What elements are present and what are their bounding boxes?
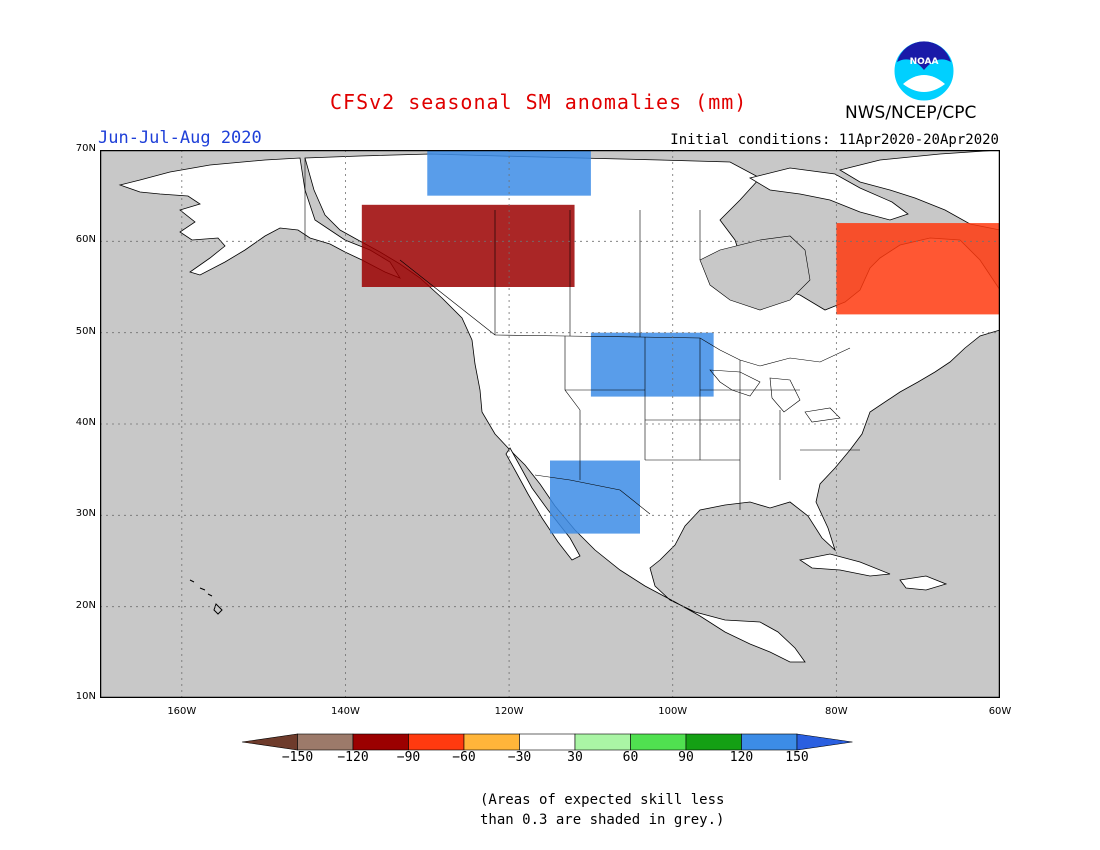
hawaii-islands: [189, 579, 223, 615]
graticule: [100, 150, 1000, 698]
anomaly-area-southwest-us: [550, 460, 640, 534]
lat-label: 10N: [75, 691, 96, 702]
anomaly-area-northern-quebec: [836, 223, 1000, 315]
baffin-island: [748, 167, 909, 221]
anomaly-area-western-canada: [361, 204, 575, 287]
cuba-island: [798, 553, 891, 577]
skill-note-line2: than 0.3 are shaded in grey.): [480, 812, 725, 828]
hispaniola-island: [899, 575, 948, 591]
colorbar-segment: [463, 733, 520, 751]
anomaly-area-northern-plains: [590, 332, 714, 397]
anomaly-layer: [361, 150, 1000, 534]
colorbar-label: −150: [281, 750, 314, 765]
lon-label: 160W: [167, 706, 197, 717]
lat-label: 20N: [75, 599, 96, 611]
colorbar-segment: [630, 733, 687, 751]
initial-conditions-label: Initial conditions: 11Apr2020-20Apr2020: [670, 132, 999, 148]
colorbar-label: 120: [729, 750, 754, 765]
noaa-logo: NOAA: [893, 40, 955, 102]
colorbar-segment: [796, 733, 853, 751]
anomaly-map: [100, 150, 1000, 698]
lat-label: 60N: [75, 234, 96, 246]
colorbar-label: −120: [337, 750, 369, 765]
lat-label: 40N: [75, 417, 96, 428]
lon-label: 80W: [825, 706, 848, 717]
colorbar-label: −60: [452, 750, 476, 765]
colorbar: [241, 733, 853, 751]
colorbar-segment: [408, 733, 465, 751]
lon-label: 120W: [494, 706, 524, 717]
colorbar-label: 90: [678, 750, 694, 765]
colorbar-segment: [574, 733, 631, 751]
colorbar-segment: [685, 733, 742, 751]
lat-label: 70N: [75, 143, 96, 154]
colorbar-segment: [741, 733, 798, 751]
lat-label: 30N: [75, 508, 96, 520]
skill-note: (Areas of expected skill less than 0.3 a…: [480, 790, 724, 830]
colorbar-segment: [297, 733, 354, 751]
colorbar-label: −30: [507, 750, 532, 765]
lon-label: 60W: [988, 706, 1012, 717]
agency-label: NWS/NCEP/CPC: [845, 103, 977, 123]
colorbar-segment: [352, 733, 409, 751]
lon-label: 100W: [658, 706, 688, 717]
colorbar-label: 60: [622, 750, 639, 765]
colorbar-label: −90: [396, 750, 421, 765]
colorbar-segment: [241, 733, 298, 751]
political-boundaries: [304, 158, 860, 515]
lat-label: 50N: [75, 325, 96, 337]
colorbar-segment: [519, 733, 576, 751]
logo-text: NOAA: [910, 57, 939, 67]
skill-note-line1: (Areas of expected skill less: [480, 792, 725, 808]
colorbar-label: 30: [567, 750, 583, 765]
chart-title: CFSv2 seasonal SM anomalies (mm): [330, 90, 748, 114]
season-label: Jun-Jul-Aug 2020: [98, 128, 262, 148]
colorbar-label: 150: [785, 750, 809, 765]
map-frame: [100, 150, 1000, 698]
lon-label: 140W: [330, 706, 360, 717]
